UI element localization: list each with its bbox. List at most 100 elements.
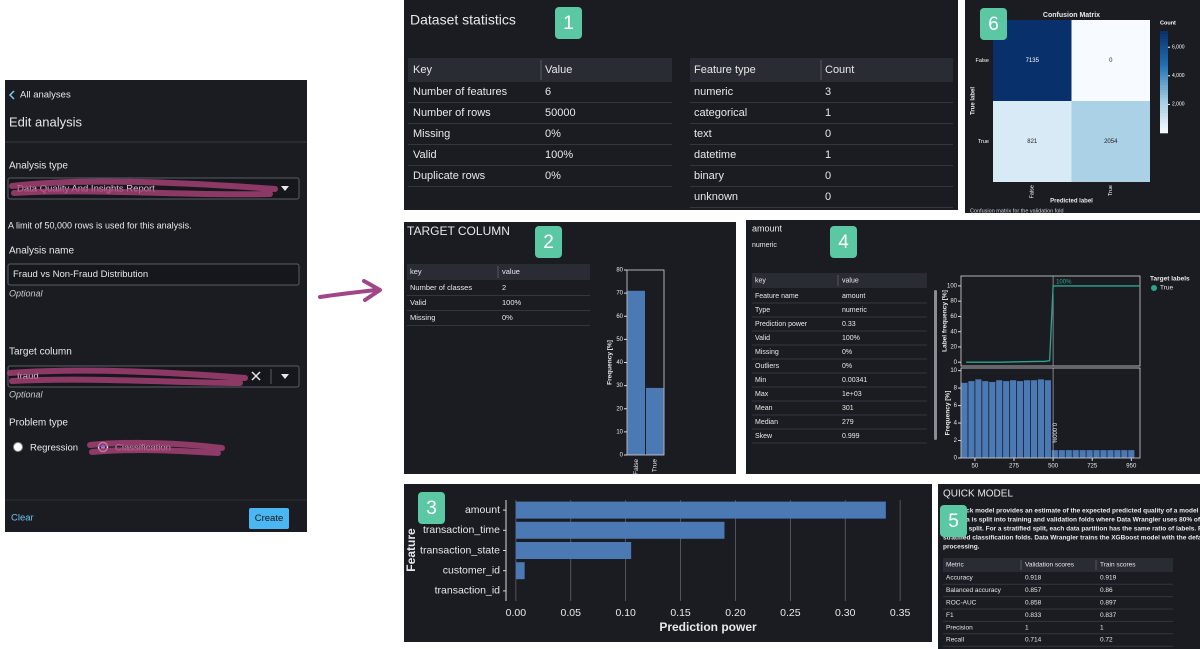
histogram-bar <box>968 381 975 458</box>
y-tick-label: 6 <box>954 403 958 409</box>
histogram-bar <box>1086 450 1093 458</box>
colorbar-tick-label: 4,000 <box>1172 73 1185 79</box>
histogram-bar <box>1114 450 1121 458</box>
colorbar-segment <box>1160 102 1168 106</box>
table-cell: 0.837 <box>1100 612 1117 619</box>
y-tick-label: True <box>978 139 989 145</box>
edit-analysis-panel <box>5 80 307 532</box>
arrow-head <box>362 279 382 302</box>
table-cell: 50000 <box>545 107 576 119</box>
create-button[interactable] <box>249 508 289 529</box>
table-cell: Skew <box>755 433 773 440</box>
cell-value: 2054 <box>1104 139 1118 145</box>
panel-title: TARGET COLUMN <box>407 224 510 238</box>
table-cell: 0 <box>825 128 831 140</box>
bar <box>627 290 645 455</box>
table-cell: Duplicate rows <box>413 170 486 182</box>
cell-value: 0 <box>1109 58 1113 64</box>
table-cell: 6 <box>545 86 551 98</box>
y-axis-label: Frequency [%] <box>607 340 614 385</box>
table-cell: datetime <box>694 149 736 161</box>
table-cell: 1 <box>1100 624 1104 631</box>
create-button-label[interactable]: Create <box>255 513 284 524</box>
back-chevron[interactable] <box>8 90 15 100</box>
clear-icon[interactable] <box>251 371 261 381</box>
table-cell: Recall <box>946 637 965 644</box>
table-cell: 2 <box>502 283 506 292</box>
x-tick-label: 0.35 <box>890 607 911 619</box>
histogram-bar <box>1037 379 1045 458</box>
colorbar-segment <box>1160 41 1168 45</box>
panel-subtitle: numeric <box>752 242 777 249</box>
colorbar-segment <box>1160 71 1168 75</box>
field-label: Target column <box>9 347 72 358</box>
y-tick-label: 10 <box>616 429 623 435</box>
x-tick-label: 0.30 <box>835 607 856 619</box>
table-cell: text <box>694 128 712 140</box>
x-tick-label: 500 <box>1048 464 1059 470</box>
y-tick-label: 40 <box>616 360 623 366</box>
radio-label[interactable]: Regression <box>30 443 78 454</box>
table-cell: 0.833 <box>1025 612 1042 619</box>
colorbar-segment <box>1160 84 1168 88</box>
table-cell: 0.857 <box>1025 587 1042 594</box>
table-cell: 0 <box>825 170 831 182</box>
scrollbar <box>934 290 937 440</box>
histogram-bar <box>1128 450 1135 458</box>
colorbar-segment <box>1160 87 1168 90</box>
back-link[interactable]: All analyses <box>20 90 71 101</box>
x-tick-label: 725 <box>1087 464 1098 470</box>
badge <box>980 8 1007 40</box>
x-tick-label: 275 <box>1009 464 1020 470</box>
colorbar-segment <box>1160 69 1168 73</box>
hint: Optional <box>9 389 44 399</box>
column-header: Count <box>825 64 854 76</box>
cell-value: 7135 <box>1026 58 1040 64</box>
badge-number: 3 <box>426 498 437 519</box>
column-header: Key <box>413 64 432 76</box>
table-cell: unknown <box>694 191 738 203</box>
y-tick-label: 0 <box>954 456 958 462</box>
colorbar-tick-label: 2,000 <box>1172 102 1185 108</box>
caption: Confusion matrix for the validation fold <box>970 208 1064 214</box>
text-input[interactable] <box>7 263 300 286</box>
y-tick-label: False <box>976 58 989 64</box>
y-axis-label: True label <box>971 87 977 115</box>
colorbar-segment <box>1160 104 1168 108</box>
column-header: value <box>842 277 859 284</box>
x-tick-label: True <box>1108 185 1114 196</box>
select-caret <box>281 186 289 191</box>
table-cell: 0 <box>825 191 831 203</box>
histogram-bar <box>1107 450 1114 458</box>
histogram-bar <box>1044 380 1051 458</box>
colorbar-segment <box>1160 56 1168 60</box>
table-cell: Missing <box>413 128 450 140</box>
x-tick-label: False <box>633 459 640 475</box>
bar <box>515 562 525 580</box>
bar <box>515 542 632 559</box>
table-cell: categorical <box>694 107 747 119</box>
panel-title: Edit analysis <box>9 114 82 129</box>
y-axis-label: Label frequency [%] <box>942 290 949 352</box>
clear-button[interactable]: Clear <box>11 513 34 524</box>
colorbar-segment <box>1160 48 1168 52</box>
y-tick-label: 8 <box>954 386 958 392</box>
heatmap-cell <box>993 101 1072 182</box>
table-cell: 0% <box>545 128 561 140</box>
radio-button[interactable] <box>13 442 23 452</box>
badge <box>940 505 967 537</box>
table-cell: 100% <box>842 335 860 342</box>
table-cell: Type <box>755 307 770 314</box>
table-cell: Median <box>755 419 778 426</box>
colorbar-segment <box>1160 43 1168 47</box>
y-tick-label: 80 <box>616 268 623 274</box>
badge-number: 1 <box>563 13 574 34</box>
table-cell: amount <box>842 293 865 300</box>
histogram-bar <box>975 379 982 458</box>
table-cell: 0.858 <box>1025 600 1042 607</box>
input-value: Fraud vs Non-Fraud Distribution <box>13 269 148 280</box>
annotation: 100% <box>1056 280 1072 286</box>
y-tick-label: 10 <box>950 368 957 374</box>
colorbar-segment <box>1160 107 1168 111</box>
table-cell: Mean <box>755 405 773 412</box>
